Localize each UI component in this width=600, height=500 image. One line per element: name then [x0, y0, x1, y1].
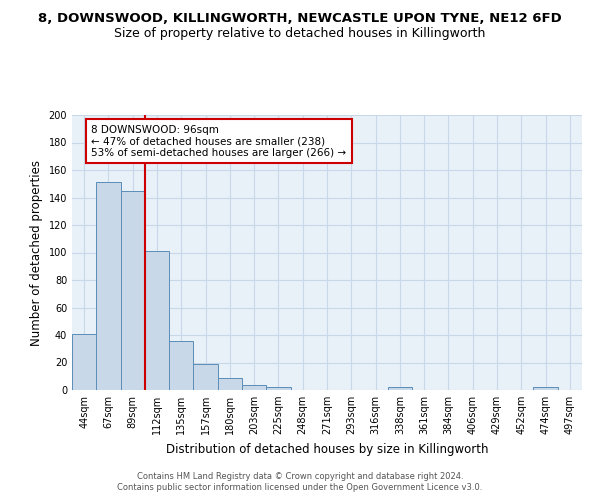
- Bar: [169, 340, 193, 390]
- Bar: [533, 387, 558, 390]
- Text: 8 DOWNSWOOD: 96sqm
← 47% of detached houses are smaller (238)
53% of semi-detach: 8 DOWNSWOOD: 96sqm ← 47% of detached hou…: [91, 124, 347, 158]
- X-axis label: Distribution of detached houses by size in Killingworth: Distribution of detached houses by size …: [166, 442, 488, 456]
- Bar: [242, 384, 266, 390]
- Bar: [266, 387, 290, 390]
- Text: Size of property relative to detached houses in Killingworth: Size of property relative to detached ho…: [115, 28, 485, 40]
- Text: 8, DOWNSWOOD, KILLINGWORTH, NEWCASTLE UPON TYNE, NE12 6FD: 8, DOWNSWOOD, KILLINGWORTH, NEWCASTLE UP…: [38, 12, 562, 26]
- Bar: [96, 182, 121, 390]
- Text: Contains public sector information licensed under the Open Government Licence v3: Contains public sector information licen…: [118, 484, 482, 492]
- Bar: [388, 387, 412, 390]
- Y-axis label: Number of detached properties: Number of detached properties: [30, 160, 43, 346]
- Bar: [72, 334, 96, 390]
- Bar: [218, 378, 242, 390]
- Bar: [145, 251, 169, 390]
- Text: Contains HM Land Registry data © Crown copyright and database right 2024.: Contains HM Land Registry data © Crown c…: [137, 472, 463, 481]
- Bar: [193, 364, 218, 390]
- Bar: [121, 190, 145, 390]
